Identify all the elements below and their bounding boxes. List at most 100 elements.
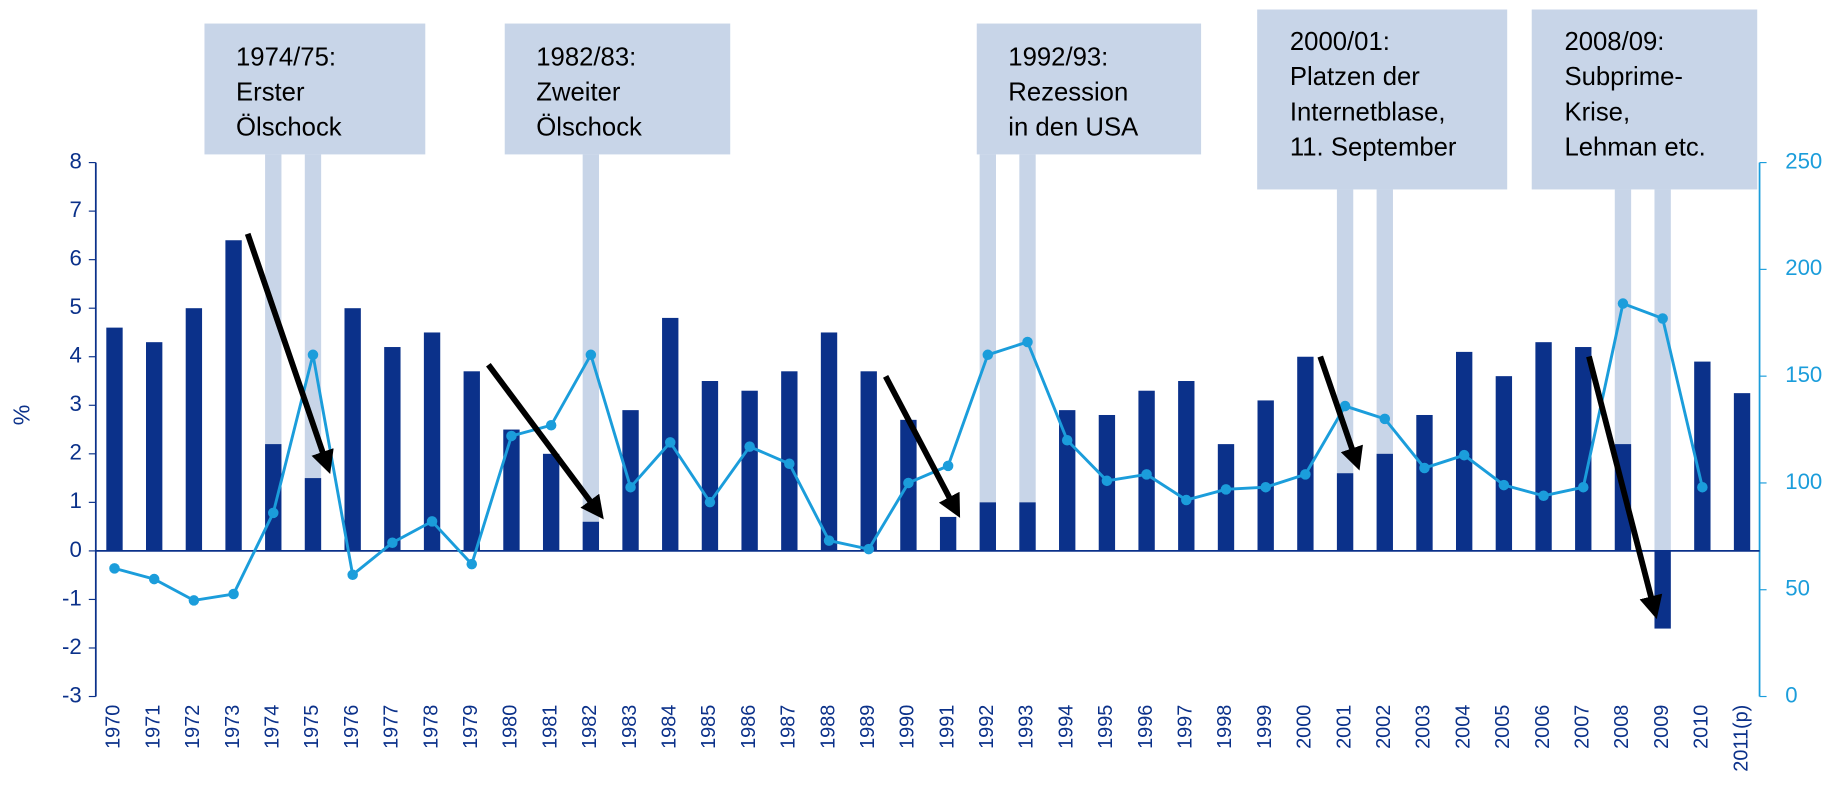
y2-tick-label: 100: [1785, 469, 1822, 494]
x-tick-label: 1999: [1254, 705, 1276, 749]
arrow: [1586, 355, 1663, 620]
line-point: [1657, 313, 1668, 324]
annotation-box: [1531, 9, 1758, 190]
line-point: [1141, 469, 1152, 480]
line-point: [1061, 434, 1073, 446]
arrow: [883, 375, 961, 518]
bar: [860, 371, 877, 551]
annotation-text: Zweiter: [536, 78, 621, 106]
highlight-strip: [1019, 154, 1036, 551]
line-point: [942, 460, 954, 472]
y-tick-label: -1: [62, 585, 82, 610]
x-tick-label: 2006: [1532, 705, 1554, 749]
line-point: [268, 507, 279, 519]
y-tick-label: 8: [69, 148, 81, 173]
bar: [1297, 356, 1314, 551]
highlight-strip: [1654, 189, 1671, 551]
bar: [1019, 502, 1036, 551]
line-point: [982, 349, 994, 361]
x-tick-label: 1983: [619, 705, 641, 749]
y2-tick-label: 200: [1785, 255, 1822, 280]
line-point: [1498, 479, 1510, 491]
y-tick-label: 5: [69, 294, 81, 319]
x-tick-label: 1986: [738, 705, 760, 749]
x-tick-label: 1975: [301, 705, 323, 749]
line-point: [1419, 462, 1430, 474]
x-tick-label: 2004: [1452, 705, 1474, 749]
y2-tick-label: 0: [1785, 682, 1797, 707]
bar: [1416, 414, 1433, 551]
x-tick-label: 1985: [698, 705, 720, 749]
x-tick-label: 1992: [976, 705, 998, 749]
x-tick-label: 1993: [1016, 705, 1038, 749]
arrow: [1317, 355, 1363, 471]
bar: [463, 371, 480, 551]
y-tick-label: 7: [69, 197, 81, 222]
x-tick-label: 1988: [817, 705, 839, 749]
x-tick-label: 2007: [1572, 705, 1594, 749]
line-point: [307, 349, 319, 361]
x-tick-label: 1977: [381, 705, 403, 749]
bar: [542, 453, 560, 551]
line-point: [347, 569, 358, 581]
x-tick-label: 1987: [778, 705, 800, 749]
line-point: [863, 543, 874, 555]
x-tick-label: 2009: [1651, 705, 1673, 749]
x-tick-label: 2008: [1611, 705, 1633, 749]
annotation-box: [504, 23, 731, 155]
x-tick-label: 1982: [579, 705, 601, 749]
line-point: [1697, 481, 1708, 493]
line-point: [148, 573, 160, 585]
line-point: [664, 437, 676, 448]
y2-tick-label: 50: [1785, 576, 1810, 601]
bar: [146, 342, 163, 551]
x-tick-label: 1996: [1135, 705, 1157, 749]
y-axis-label: %: [9, 405, 35, 426]
bar: [225, 240, 242, 551]
bar: [1654, 550, 1671, 629]
line-point: [744, 441, 755, 452]
annotation-box: [1257, 9, 1508, 190]
line-point: [1101, 475, 1113, 487]
annotation-text: Internetblase,: [1290, 98, 1446, 126]
annotation-text: Subprime-: [1564, 63, 1683, 91]
x-tick-label: 1990: [897, 705, 919, 749]
x-tick-label: 2005: [1492, 705, 1514, 749]
line-point: [1220, 484, 1232, 495]
x-tick-label: 1979: [460, 705, 482, 749]
line-point: [1617, 298, 1629, 309]
line-point: [545, 420, 557, 431]
y-tick-label: 3: [69, 391, 81, 416]
line-point: [903, 477, 914, 489]
line-point: [1538, 490, 1549, 502]
bar: [503, 429, 520, 551]
bar: [344, 308, 361, 551]
x-tick-label: 1998: [1214, 705, 1236, 749]
bar: [1336, 473, 1354, 551]
bar: [1575, 347, 1592, 551]
x-tick-label: 1970: [103, 705, 125, 749]
annotation-text: 11. September: [1290, 133, 1457, 161]
arrow: [486, 362, 604, 520]
bar: [1178, 381, 1195, 551]
bar: [265, 444, 282, 551]
annotation-text: Erster: [236, 78, 305, 106]
bar: [1495, 376, 1513, 551]
bar: [622, 410, 639, 551]
y-tick-label: 0: [69, 537, 81, 562]
bar: [741, 390, 758, 551]
bar: [185, 308, 203, 551]
line-point: [1022, 336, 1033, 348]
bar: [820, 332, 838, 551]
line-point: [1578, 481, 1589, 493]
annotation-text: 2000/01:: [1290, 28, 1390, 56]
bar: [1217, 444, 1235, 551]
bar: [1376, 453, 1393, 551]
y-tick-label: 6: [69, 246, 81, 271]
annotation-box: [204, 23, 426, 155]
line-point: [228, 588, 239, 600]
line-point: [188, 595, 200, 606]
x-tick-label: 1978: [420, 705, 442, 749]
arrow: [244, 232, 334, 475]
